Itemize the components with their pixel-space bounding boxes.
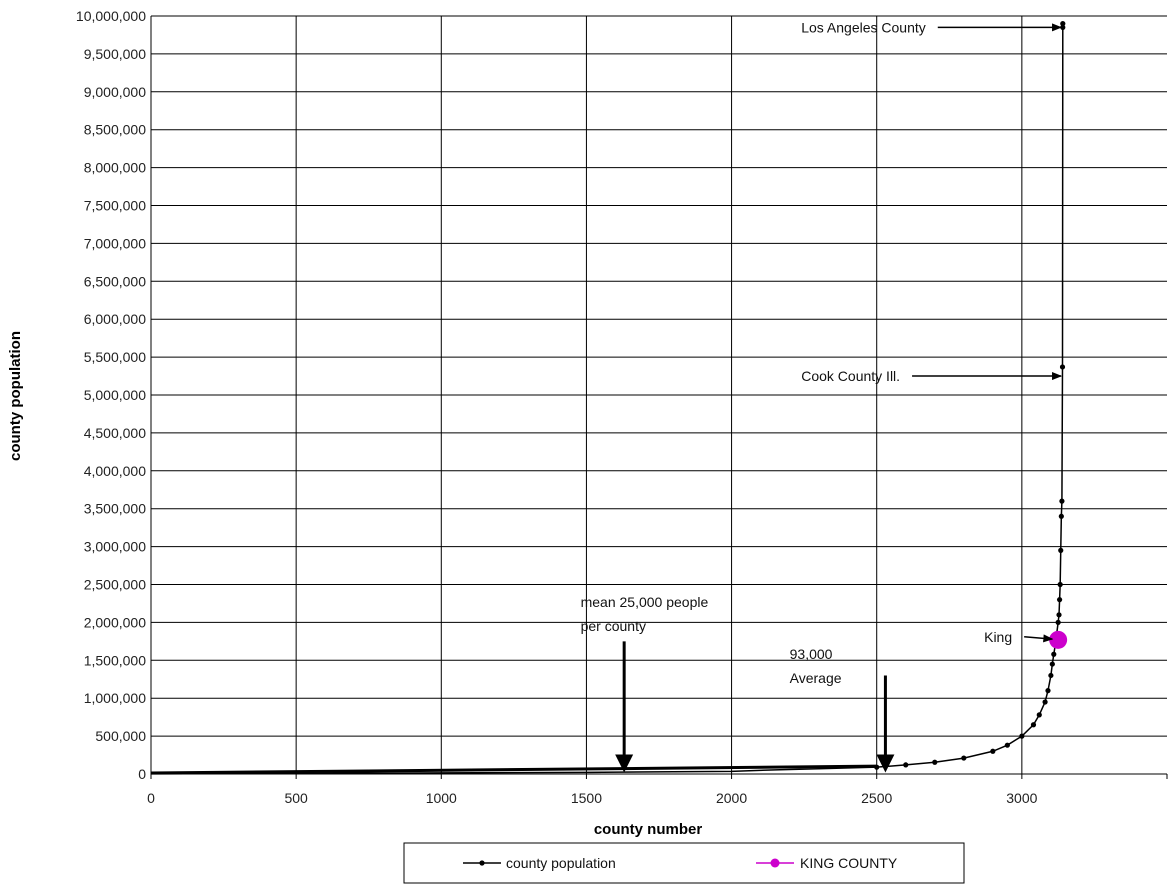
data-point-county-population xyxy=(1030,722,1037,728)
y-tick-label: 9,500,000 xyxy=(84,46,146,62)
data-point-county-population xyxy=(1004,742,1010,748)
data-point-county-population xyxy=(1058,547,1064,553)
y-tick-label: 10,000,000 xyxy=(76,8,146,24)
y-tick-label: 1,500,000 xyxy=(84,652,146,668)
y-tick-label: 1,000,000 xyxy=(84,690,146,706)
annotation-text: per county xyxy=(581,618,646,634)
y-tick-label: 6,500,000 xyxy=(84,273,146,289)
data-point-county-population xyxy=(1048,672,1054,679)
data-point-county-population xyxy=(990,748,996,754)
annotation-text: 93,000 xyxy=(790,646,833,662)
data-point-county-population xyxy=(1036,712,1042,718)
x-tick-label: 1500 xyxy=(571,790,602,806)
data-point-county-population xyxy=(1045,688,1051,694)
x-tick-label: 1000 xyxy=(426,790,457,806)
annotation-text: Average xyxy=(790,670,842,686)
data-point-county-population xyxy=(1051,651,1057,657)
data-point-county-population xyxy=(903,762,909,768)
x-tick-label: 500 xyxy=(284,790,308,806)
y-tick-labels: 0 500,000 1,000,000 1,500,000 2,000,000 2,500… xyxy=(76,8,146,782)
annotation-arrowhead xyxy=(615,754,634,773)
data-point-county-population xyxy=(874,764,880,770)
data-point-county-population xyxy=(1049,661,1055,667)
legend: county population KING COUNTY xyxy=(403,842,965,884)
y-tick-label: 0 xyxy=(138,766,146,782)
annotation-text: King xyxy=(984,629,1012,645)
data-point-county-population xyxy=(1057,581,1063,588)
annotation-arrowhead xyxy=(876,754,895,773)
y-tick-label: 3,000,000 xyxy=(84,539,146,555)
y-tick-label: 500,000 xyxy=(95,728,146,744)
data-point-county-population xyxy=(1056,597,1063,603)
data-point-county-population xyxy=(1056,612,1062,618)
annotation-arrow xyxy=(1024,634,1054,643)
data-point-county-population xyxy=(1019,733,1025,739)
x-tick-label: 2000 xyxy=(716,790,747,806)
x-tick-labels: 0 500 1000 1500 2000 2500 3000 xyxy=(147,790,1038,806)
x-axis-title: county number xyxy=(594,821,703,838)
data-point-county-population xyxy=(1042,699,1048,705)
x-tick-label: 0 xyxy=(147,790,155,806)
y-axis-title: county population xyxy=(7,331,24,461)
y-tick-label: 9,000,000 xyxy=(84,84,146,100)
data-point-county-population xyxy=(932,759,938,765)
y-tick-label: 4,000,000 xyxy=(84,463,146,479)
data-point-county-population xyxy=(1055,619,1061,626)
y-tick-label: 2,000,000 xyxy=(84,614,146,630)
y-tick-label: 4,500,000 xyxy=(84,425,146,441)
series-band-county-population xyxy=(150,764,877,775)
data-point-county-population xyxy=(1060,20,1066,27)
gridlines xyxy=(151,15,1167,775)
annotation-text: Los Angeles County xyxy=(801,19,926,35)
y-tick-label: 5,000,000 xyxy=(84,387,146,403)
y-tick-label: 3,500,000 xyxy=(84,501,146,517)
data-point-county-population xyxy=(961,755,967,761)
annotations: Los Angeles County Cook County Ill. King me… xyxy=(581,19,1063,773)
y-tick-label: 7,000,000 xyxy=(84,235,146,251)
x-tick-label: 3000 xyxy=(1006,790,1037,806)
data-point-county-population xyxy=(1059,498,1065,504)
legend-label-county-population: county population xyxy=(506,855,616,871)
y-tick-label: 8,500,000 xyxy=(84,122,146,138)
y-tick-label: 8,000,000 xyxy=(84,160,146,176)
data-point-king-county xyxy=(1049,630,1068,649)
y-tick-label: 6,000,000 xyxy=(84,311,146,327)
y-tick-label: 5,500,000 xyxy=(84,349,146,365)
legend-dot-county-population xyxy=(479,860,485,866)
data-point-county-population xyxy=(1058,513,1064,519)
data-point-county-population xyxy=(1059,364,1066,370)
legend-dot-king-county xyxy=(770,858,780,868)
annotation-text: mean 25,000 people xyxy=(581,594,709,610)
legend-label-king-county: KING COUNTY xyxy=(800,855,898,871)
series xyxy=(150,20,1068,775)
annotation-text: Cook County Ill. xyxy=(801,368,900,384)
y-tick-label: 2,500,000 xyxy=(84,577,146,593)
y-tick-label: 7,500,000 xyxy=(84,198,146,214)
x-tick-label: 2500 xyxy=(861,790,892,806)
